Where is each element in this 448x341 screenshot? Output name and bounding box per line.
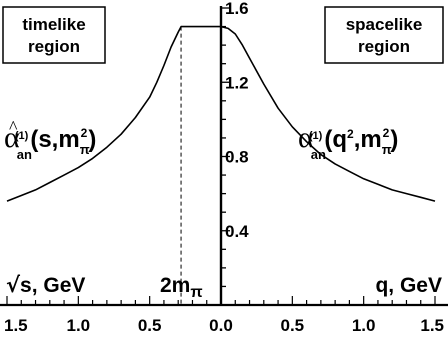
x-tick-label: 0.0 xyxy=(209,316,233,335)
right-label-alpha: α xyxy=(298,121,314,154)
curve-spacelike xyxy=(220,25,436,202)
left-label-alpha: α xyxy=(4,121,20,154)
right-label-sub: an xyxy=(311,147,326,162)
x-label-left: √s, GeV xyxy=(6,273,85,297)
curve-timelike xyxy=(6,25,221,202)
spacelike-box-line2: region xyxy=(358,37,410,56)
left-label-args-sub: π xyxy=(80,142,90,157)
timelike-box xyxy=(2,6,106,64)
y-tick-label: 1.6 xyxy=(225,0,249,18)
right-curve-label: α an(1)(q2,mπ2) xyxy=(298,121,398,162)
left-label-hat: ^ xyxy=(9,117,18,137)
threshold-label-sub: π xyxy=(190,284,202,301)
x-label-right: q, GeV xyxy=(375,274,442,297)
y-tick-label: 1.2 xyxy=(225,73,249,92)
y-tick-label: 0.8 xyxy=(225,148,249,167)
threshold-label-main: 2m xyxy=(160,274,190,297)
x-tick-label: 1.5 xyxy=(420,316,444,335)
y-axis-group: 0.4 0.8 1.2 1.6 xyxy=(219,0,249,305)
right-label-args-sup2: 2 xyxy=(383,126,390,140)
right-label-sup: (1) xyxy=(309,130,323,142)
x-label-left-sqrt: √ xyxy=(6,273,21,297)
threshold-label: 2mπ xyxy=(160,274,203,301)
left-label-close: ) xyxy=(88,126,96,153)
right-label-mid: ,m xyxy=(354,126,382,153)
timelike-box-line1: timelike xyxy=(22,15,85,34)
spacelike-box xyxy=(324,6,444,64)
left-label-args: (s,m xyxy=(30,126,79,153)
right-label-args-sup: 2 xyxy=(347,127,354,141)
x-ticks-group: 1.5 1.0 0.5 0.0 0.5 1.0 1.5 xyxy=(4,296,444,335)
right-label-close: ) xyxy=(390,126,398,153)
x-tick-label: 1.5 xyxy=(4,316,28,335)
right-label-args: (q xyxy=(324,126,347,153)
left-label-sup: (1) xyxy=(15,130,29,142)
x-tick-label: 1.0 xyxy=(352,316,376,335)
left-curve-label: α an (1)(s,mπ 2) xyxy=(4,121,96,162)
left-label-sub: an xyxy=(17,147,32,162)
spacelike-box-line1: spacelike xyxy=(346,15,423,34)
left-label-args-sup: 2 xyxy=(81,126,88,140)
right-label-args-sub: π xyxy=(382,142,392,157)
timelike-box-line2: region xyxy=(28,37,80,56)
x-tick-label: 0.5 xyxy=(281,316,305,335)
y-tick-label: 0.4 xyxy=(225,222,249,241)
x-label-left-main: s, GeV xyxy=(20,274,85,297)
x-tick-label: 1.0 xyxy=(67,316,91,335)
x-tick-label: 0.5 xyxy=(138,316,162,335)
curves-group xyxy=(6,25,436,202)
